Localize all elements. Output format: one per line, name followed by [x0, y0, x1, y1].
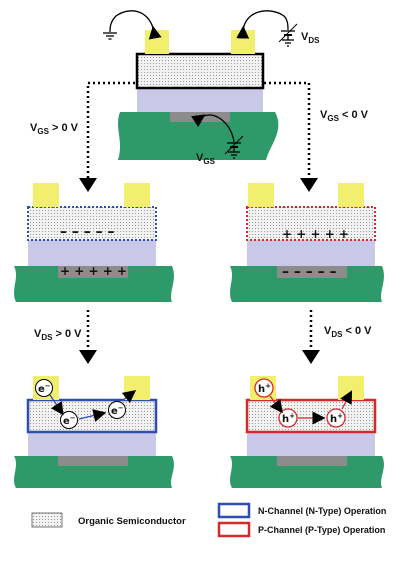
- legend-n-channel-label: N-Channel (N-Type) Operation: [258, 506, 386, 516]
- vds-positive-label: VDS > 0 V: [34, 328, 82, 342]
- legend-n-channel-swatch: [217, 502, 251, 519]
- arrow-vgs-positive: [79, 81, 135, 192]
- arrow-vgs-negative: [264, 81, 318, 192]
- legend-organic-label: Organic Semiconductor: [78, 516, 186, 527]
- arrow-vds-positive: [79, 310, 97, 364]
- electron-drain: e−: [108, 401, 126, 419]
- hole-source: h+: [254, 378, 274, 398]
- hole-drain: h+: [326, 408, 346, 428]
- svg-text:e−: e−: [111, 404, 124, 417]
- legend-p-channel-label: P-Channel (P-Type) Operation: [258, 525, 385, 535]
- middle-right-device: + + + + + – – – – –: [230, 183, 384, 302]
- source-wire: [109, 10, 162, 40]
- electron-middle: e−: [60, 411, 78, 429]
- legend-organic-swatch: [31, 512, 63, 528]
- electron-source: e−: [35, 379, 53, 397]
- top-substrate: [118, 112, 279, 160]
- top-drain-electrode: [231, 30, 255, 54]
- drain-wire: [236, 10, 289, 39]
- vgs-negative-label: VGS < 0 V: [320, 109, 369, 123]
- top-dielectric: [137, 88, 263, 112]
- vds-source-icon: [278, 23, 298, 47]
- legend: Organic Semiconductor N-Channel (N-Type)…: [31, 502, 386, 538]
- arrow-vds-negative: [302, 310, 320, 364]
- n-semiconductor-charges: – – – – –: [60, 224, 115, 240]
- svg-text:e−: e−: [38, 382, 51, 395]
- vds-top-label: VDS: [301, 31, 320, 45]
- top-device: VDS VGS: [103, 10, 320, 166]
- bottom-right-device: h+ h+ h+: [230, 376, 384, 488]
- legend-p-channel-swatch: [217, 521, 251, 538]
- vgs-positive-label: VGS > 0 V: [30, 122, 79, 136]
- vds-negative-label: VDS < 0 V: [324, 325, 372, 339]
- middle-left-device: – – – – – + + + + +: [14, 183, 174, 302]
- vgs-source-icon: [224, 135, 244, 159]
- svg-text:h+: h+: [330, 412, 343, 425]
- hole-middle: h+: [278, 408, 298, 428]
- p-semiconductor-charges: + + + + +: [282, 227, 349, 241]
- n-gate-charges: + + + + +: [60, 264, 127, 278]
- svg-text:e−: e−: [63, 414, 76, 427]
- svg-text:h+: h+: [258, 382, 271, 395]
- top-gate: [170, 112, 230, 122]
- top-semiconductor: [135, 52, 265, 90]
- gate-wire: [190, 114, 235, 143]
- vgs-mid-label: VGS: [196, 152, 216, 166]
- p-gate-charges: – – – – –: [282, 264, 337, 280]
- svg-text:h+: h+: [282, 412, 295, 425]
- top-source-electrode: [145, 30, 169, 54]
- source-ground-icon: [103, 32, 117, 40]
- bottom-left-device: e− e− e−: [14, 376, 174, 488]
